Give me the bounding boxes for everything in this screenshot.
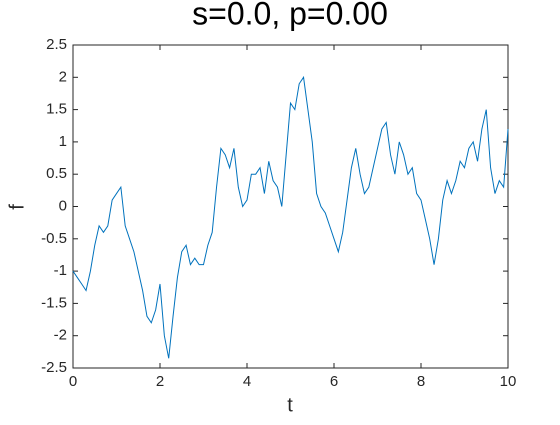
x-tick-label: 10 bbox=[500, 373, 517, 390]
x-tick-label: 0 bbox=[69, 373, 77, 390]
y-tick-label: 0 bbox=[59, 197, 67, 214]
x-tick-label: 6 bbox=[330, 373, 338, 390]
y-tick-label: 2.5 bbox=[46, 36, 67, 53]
x-tick-label: 4 bbox=[243, 373, 251, 390]
x-tick-label: 8 bbox=[417, 373, 425, 390]
y-tick-label: -0.5 bbox=[41, 230, 67, 247]
y-axis-label: f bbox=[6, 204, 28, 210]
y-tick-label: -2 bbox=[54, 327, 67, 344]
y-tick-label: 1 bbox=[59, 133, 67, 150]
chart-title: s=0.0, p=0.00 bbox=[192, 0, 388, 31]
y-tick-label: -1.5 bbox=[41, 294, 67, 311]
y-tick-label: 0.5 bbox=[46, 165, 67, 182]
y-tick-label: -2.5 bbox=[41, 359, 67, 376]
data-line bbox=[72, 75, 509, 359]
y-tick-label: 2 bbox=[59, 68, 67, 85]
x-axis-label: t bbox=[287, 394, 293, 416]
x-tick-label: 2 bbox=[156, 373, 164, 390]
y-tick-label: 1.5 bbox=[46, 101, 67, 118]
y-tick-label: -1 bbox=[54, 262, 67, 279]
